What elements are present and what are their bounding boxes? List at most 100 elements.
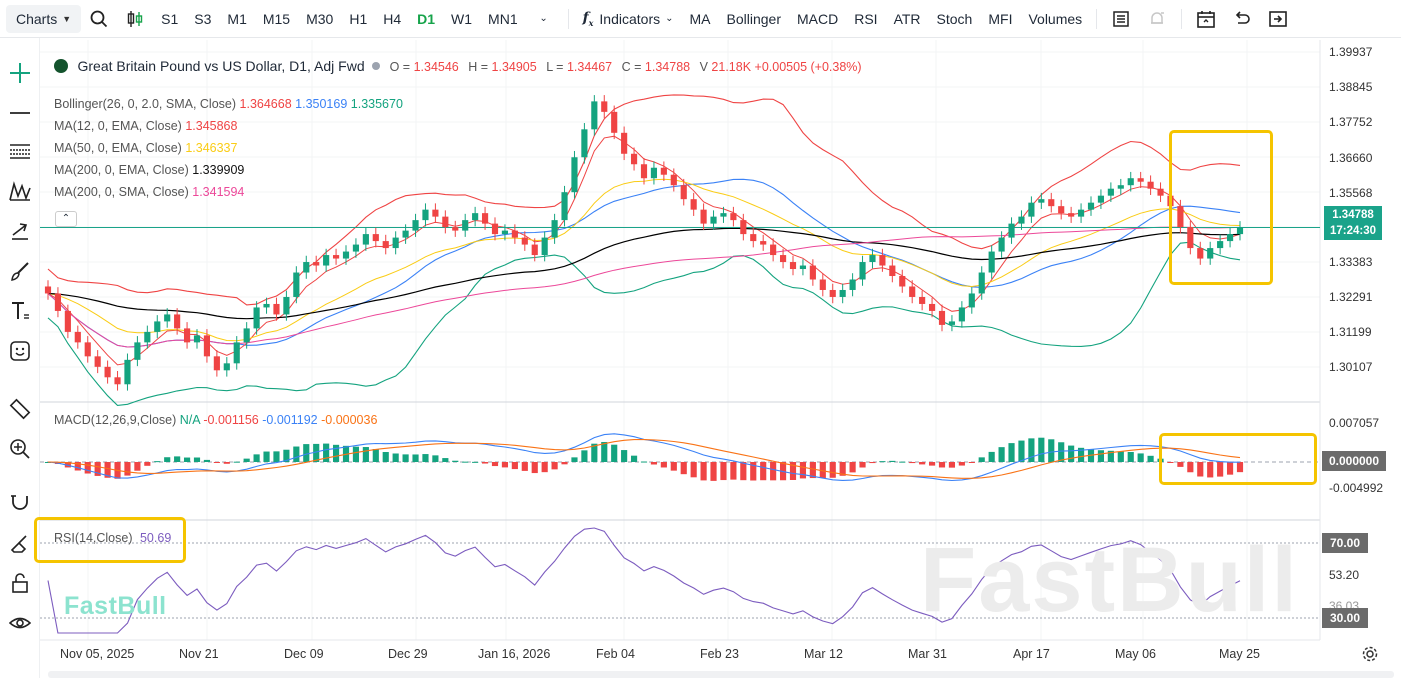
macd-zero-tag: 0.000000 bbox=[1322, 451, 1386, 471]
timeframe-m1[interactable]: M1 bbox=[227, 10, 247, 27]
macd-pane bbox=[40, 433, 1320, 482]
indicators-button[interactable]: fx Indicators ⌄ bbox=[575, 0, 682, 38]
collapse-legend-button[interactable]: ⌃ bbox=[55, 211, 77, 227]
candle bbox=[94, 350, 101, 374]
macd-histogram-bar bbox=[1018, 440, 1025, 462]
macd-diff-value: -0.000036 bbox=[321, 413, 378, 427]
brush-tool[interactable] bbox=[4, 256, 36, 286]
undo-button[interactable] bbox=[1224, 0, 1260, 38]
candle-body bbox=[1157, 188, 1164, 196]
timeframe-w1[interactable]: W1 bbox=[451, 10, 473, 27]
search-button[interactable] bbox=[81, 0, 117, 38]
price-axis-label: 1.39937 bbox=[1329, 45, 1373, 59]
timeframe-more-button[interactable]: ⌄ bbox=[526, 0, 562, 38]
eraser-icon bbox=[10, 535, 27, 553]
time-axis-label: May 25 bbox=[1219, 647, 1260, 661]
sma200-legend[interactable]: MA(200, 0, SMA, Close) 1.341594 bbox=[54, 185, 244, 199]
ruler-tool[interactable] bbox=[4, 394, 36, 424]
chevron-down-icon: ⌄ bbox=[665, 13, 674, 24]
candle bbox=[283, 290, 290, 321]
axis-settings-button[interactable] bbox=[1361, 645, 1379, 663]
timeframe-s3[interactable]: S3 bbox=[194, 10, 212, 27]
alert-button[interactable] bbox=[1139, 0, 1175, 38]
horizontal-line-tool[interactable] bbox=[4, 98, 36, 128]
charts-menu-button[interactable]: Charts ▼ bbox=[6, 4, 82, 33]
pattern-tool[interactable] bbox=[4, 176, 36, 206]
zoom-tool[interactable] bbox=[4, 434, 36, 464]
indicator-ma[interactable]: MA bbox=[689, 10, 711, 27]
calendar-button[interactable] bbox=[1188, 0, 1224, 38]
candle-body bbox=[263, 303, 270, 308]
timeframe-s1[interactable]: S1 bbox=[161, 10, 179, 27]
macd-signal-line bbox=[47, 439, 1241, 479]
bollinger-legend[interactable]: Bollinger(26, 0, 2.0, SMA, Close) 1.3646… bbox=[54, 97, 403, 111]
lock-icon bbox=[12, 573, 28, 593]
macd-histogram-bar bbox=[382, 452, 389, 462]
horizontal-scrollbar[interactable] bbox=[48, 671, 1394, 678]
macd-histogram-bar bbox=[501, 462, 509, 468]
indicator-atr[interactable]: ATR bbox=[893, 10, 921, 27]
timeframe-m30[interactable]: M30 bbox=[306, 10, 334, 27]
macd-histogram-bar bbox=[263, 451, 270, 462]
bollinger-label: Bollinger(26, 0, 2.0, SMA, Close) bbox=[54, 97, 237, 111]
timeframe-h4[interactable]: H4 bbox=[383, 10, 402, 27]
candle bbox=[313, 255, 320, 272]
emoji-tool[interactable] bbox=[4, 336, 36, 366]
ema200-legend[interactable]: MA(200, 0, EMA, Close) 1.339909 bbox=[54, 163, 244, 177]
macd-histogram-bar bbox=[332, 444, 340, 462]
visibility-tool[interactable] bbox=[4, 608, 36, 638]
text-tool[interactable] bbox=[4, 296, 36, 326]
smile-icon bbox=[10, 341, 30, 361]
candle-body bbox=[203, 335, 211, 357]
open-label: O = bbox=[389, 60, 411, 74]
lock-tool[interactable] bbox=[4, 568, 36, 598]
timeframe-mn1[interactable]: MN1 bbox=[488, 10, 518, 27]
candle bbox=[799, 259, 807, 276]
candle bbox=[630, 147, 638, 171]
candle bbox=[1087, 196, 1095, 216]
macd-histogram-bar bbox=[74, 462, 81, 471]
fullscreen-button[interactable] bbox=[1260, 0, 1296, 38]
zoom-in-icon bbox=[10, 439, 30, 459]
timeframe-h1[interactable]: H1 bbox=[349, 10, 368, 27]
candle bbox=[978, 266, 985, 300]
candle-body bbox=[432, 209, 439, 217]
macd-legend[interactable]: MACD(12,26,9,Close) N/A -0.001156 -0.001… bbox=[54, 413, 377, 427]
magnet-tool[interactable] bbox=[4, 486, 36, 516]
search-icon bbox=[90, 10, 108, 27]
timeframe-m15[interactable]: M15 bbox=[262, 10, 291, 27]
ma12-legend[interactable]: MA(12, 0, EMA, Close) 1.345868 bbox=[54, 119, 237, 133]
clear-drawings-tool[interactable] bbox=[4, 528, 36, 558]
candle-body bbox=[740, 220, 747, 235]
rsi-legend[interactable]: RSI(14,Close) 50.69 bbox=[54, 531, 171, 545]
candle bbox=[1226, 227, 1234, 248]
current-price-tag: 1.34788 17:24:30 bbox=[1324, 206, 1382, 240]
price-axis-label: 1.37752 bbox=[1329, 115, 1373, 129]
candle bbox=[481, 206, 489, 230]
template-button[interactable] bbox=[1103, 0, 1139, 38]
indicator-volumes[interactable]: Volumes bbox=[1028, 10, 1083, 27]
macd-histogram-bar bbox=[203, 459, 211, 462]
candle bbox=[611, 105, 618, 140]
indicator-mfi[interactable]: MFI bbox=[988, 10, 1013, 27]
chart-type-button[interactable] bbox=[117, 0, 153, 38]
crosshair-tool[interactable] bbox=[4, 58, 36, 88]
indicator-stoch[interactable]: Stoch bbox=[936, 10, 973, 27]
candle-body bbox=[601, 101, 608, 112]
eye-icon bbox=[9, 617, 31, 629]
macd-histogram-bar bbox=[402, 454, 409, 462]
trend-tool[interactable] bbox=[4, 216, 36, 246]
high-label: H = bbox=[468, 60, 489, 74]
candle bbox=[54, 287, 62, 318]
indicator-macd[interactable]: MACD bbox=[797, 10, 839, 27]
timeframe-d1[interactable]: D1 bbox=[417, 10, 436, 27]
fib-tool[interactable] bbox=[4, 136, 36, 166]
candle bbox=[124, 353, 131, 391]
candle bbox=[1137, 171, 1144, 188]
indicator-bollinger[interactable]: Bollinger bbox=[726, 10, 781, 27]
candle-body bbox=[243, 328, 250, 343]
indicator-rsi[interactable]: RSI bbox=[854, 10, 878, 27]
macd-histogram-bar bbox=[998, 447, 1005, 462]
ma50-legend[interactable]: MA(50, 0, EMA, Close) 1.346337 bbox=[54, 141, 237, 155]
